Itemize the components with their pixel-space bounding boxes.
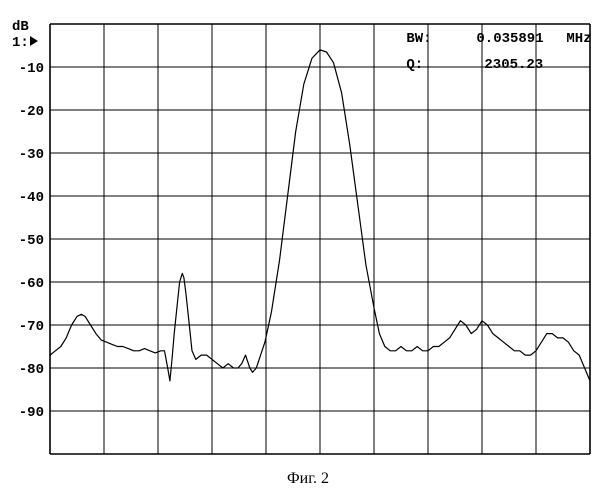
spectrum-chart: -10 -20 -30 -40 -50 -60 -70 -80 -90 dB1: BW: 0.0358…: [0, 0, 616, 500]
figure-caption: Фиг. 2: [0, 470, 616, 488]
y-axis-label: dB: [12, 19, 29, 35]
y-tick-label: -40: [19, 190, 44, 206]
y-tick-label: -60: [19, 276, 44, 292]
y-tick-label: -20: [19, 104, 44, 120]
readout-q-label: Q:: [406, 57, 423, 73]
readout-q-value: 2305.23: [484, 57, 543, 73]
readout-bw-unit: MHz: [566, 31, 591, 47]
y-tick-label: -30: [19, 147, 44, 163]
y-tick-label: -90: [19, 405, 44, 421]
y-tick-label: -50: [19, 233, 44, 249]
series-label: 1:: [12, 35, 29, 51]
readout-bw-value: 0.035891: [476, 31, 543, 47]
readout-bw-label: BW:: [406, 31, 431, 47]
y-tick-label: -10: [19, 61, 44, 77]
y-tick-label: -80: [19, 362, 44, 378]
y-tick-label: -70: [19, 319, 44, 335]
